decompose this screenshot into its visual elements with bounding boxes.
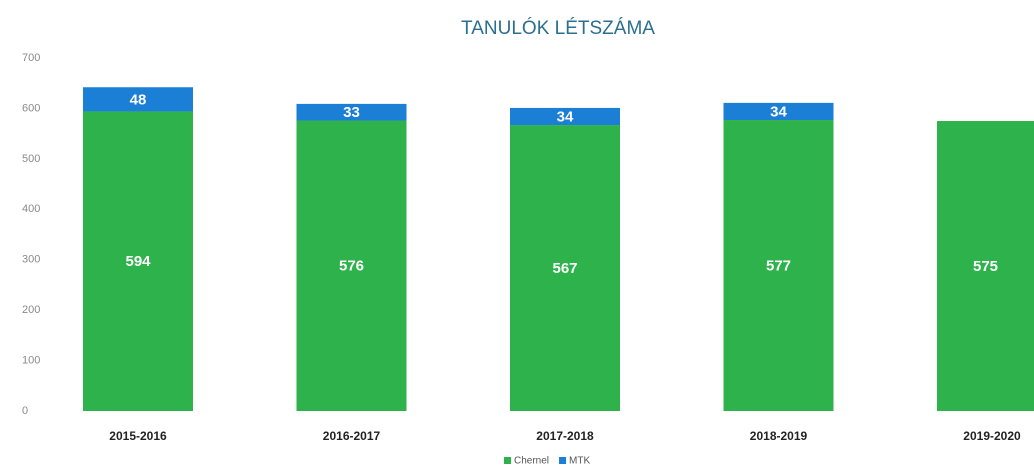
y-tick-label: 500 [22,153,40,165]
y-tick-label: 300 [22,254,40,266]
data-label: 48 [130,91,147,108]
bar-segment [510,107,620,126]
y-tick-label: 600 [22,102,40,114]
y-tick-label: 100 [22,354,40,366]
y-tick-label: 0 [22,405,28,417]
x-tick-label: 2017-2018 [536,429,594,443]
bar-segment [83,111,193,411]
data-label: 575 [973,258,998,275]
bar-segment [296,103,407,121]
x-tick-label: 2018-2019 [750,429,808,443]
legend-label: MTK [569,456,590,467]
data-label: 594 [125,253,151,270]
bar-segment [937,121,1034,412]
legend-label: Chernel [514,456,549,467]
y-tick-label: 400 [22,203,40,215]
y-tick-label: 700 [22,52,40,64]
x-tick-label: 2019-2020 [963,429,1021,443]
bar-segment [296,120,407,411]
data-label: 577 [766,257,791,274]
legend-swatch [559,457,567,464]
bar-segment [723,120,834,411]
data-label: 576 [339,258,364,275]
bar-segment [83,87,193,112]
legend-swatch [504,457,511,464]
chart-title: TANULÓK LÉTSZÁMA [461,17,655,39]
x-tick-label: 2016-2017 [323,429,381,443]
x-tick-label: 2015-2016 [109,429,167,443]
bar-segment [510,125,620,411]
data-label: 33 [343,104,360,121]
bar-segment [723,102,834,121]
y-tick-label: 200 [22,304,40,316]
data-label: 567 [552,260,577,277]
data-label: 34 [770,103,787,120]
data-label: 34 [557,108,574,125]
